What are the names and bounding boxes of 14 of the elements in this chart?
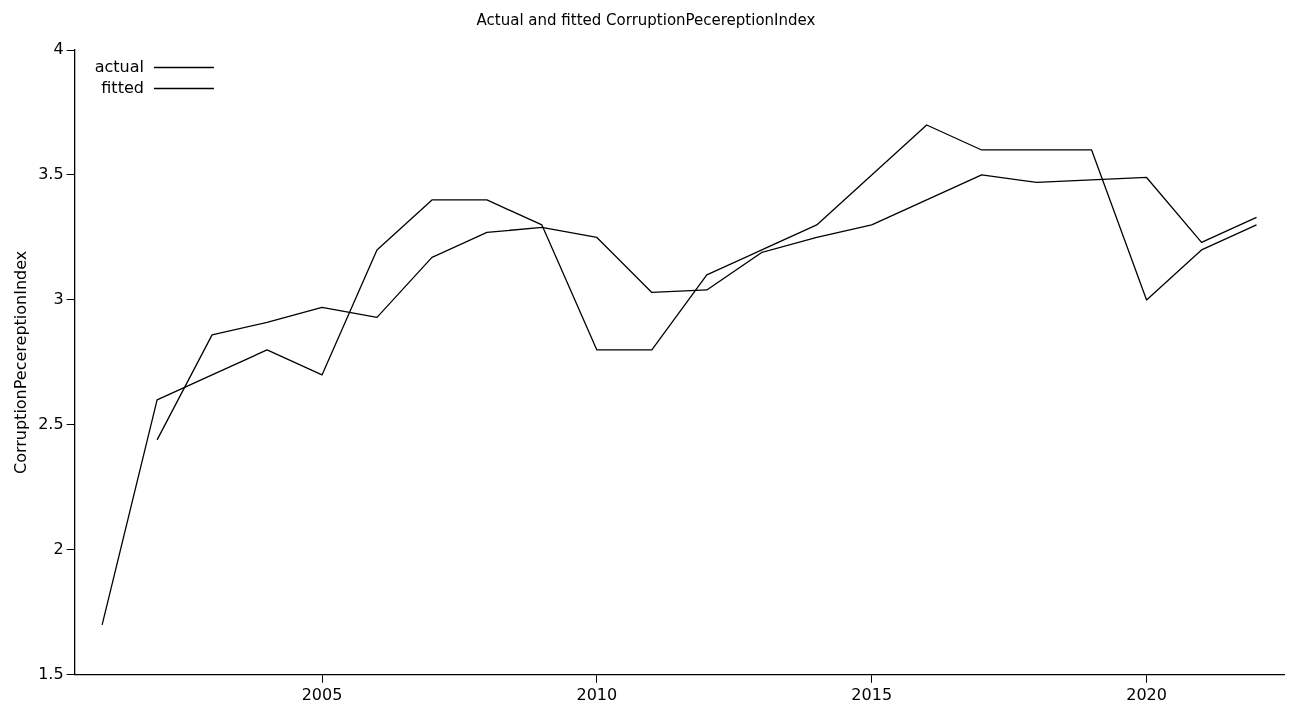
legend-label: fitted	[101, 77, 144, 97]
y-tick-label: 3.5	[38, 164, 64, 184]
y-axis-title: CorruptionPecereptionIndex	[10, 250, 30, 475]
y-tick-label: 2.5	[38, 414, 64, 434]
y-tick-label: 3	[53, 289, 64, 309]
x-tick-label: 2020	[1126, 684, 1167, 704]
x-tick-label: 2015	[851, 684, 893, 704]
y-tick-label: 1.5	[38, 663, 64, 683]
chart-title: Actual and fitted CorruptionPecereptionIndex	[476, 10, 816, 29]
x-tick-label: 2010	[576, 684, 618, 704]
y-tick-label: 4	[53, 39, 64, 59]
x-tick-label: 2005	[301, 684, 343, 704]
y-tick-label: 2	[53, 539, 64, 558]
legend-label: actual	[94, 56, 144, 76]
